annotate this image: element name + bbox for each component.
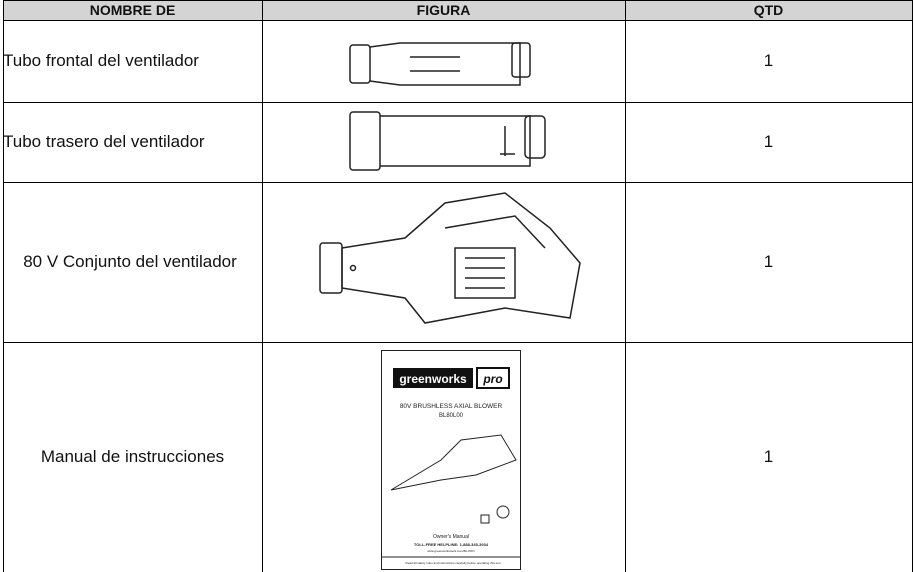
border — [262, 0, 263, 572]
item-qty: 1 — [763, 252, 774, 271]
brand-suffix: pro — [482, 372, 502, 386]
border — [3, 20, 913, 21]
item-name: 80 V Conjunto del ventilador — [23, 252, 237, 271]
website: www.greenworkstools.com/BL-PRO — [427, 549, 475, 553]
blower-figure — [319, 192, 581, 324]
rear-tube-figure — [349, 111, 546, 171]
border — [3, 182, 913, 183]
item-qty: 1 — [763, 447, 774, 466]
header-cell: NOMBRE DE — [3, 0, 262, 20]
item-name: Tubo frontal del ventilador — [3, 51, 199, 70]
border — [625, 0, 626, 572]
border — [3, 342, 913, 343]
border — [3, 0, 4, 572]
border — [3, 102, 913, 103]
manual-cover: greenworks pro 80V BRUSHLESS AXIAL BLOWE… — [381, 350, 521, 570]
document: Owner's Manual — [433, 534, 469, 540]
item-qty: 1 — [763, 51, 774, 70]
item-name: Manual de instrucciones — [40, 447, 225, 466]
border — [912, 0, 913, 572]
model: BL80L00 — [439, 413, 464, 419]
brand: greenworks — [399, 372, 467, 386]
helpline: TOLL-FREE HELPLINE: 1-888-345-3934 — [414, 542, 489, 547]
header-cell: QTD — [625, 0, 912, 20]
product: 80V BRUSHLESS AXIAL BLOWER — [400, 403, 503, 410]
warning: Read all safety rules and instructions c… — [406, 561, 501, 565]
front-tube-figure — [349, 42, 531, 86]
item-qty: 1 — [763, 132, 774, 151]
header-cell: FIGURA — [262, 0, 625, 20]
border — [3, 0, 913, 1]
item-name: Tubo trasero del ventilador — [3, 132, 205, 151]
